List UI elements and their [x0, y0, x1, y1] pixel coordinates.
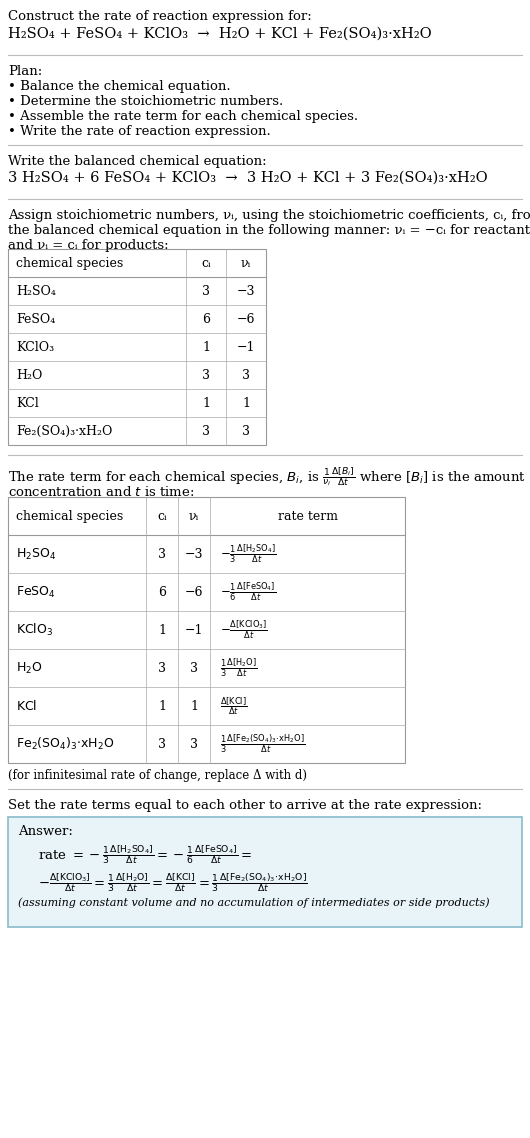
- Text: (assuming constant volume and no accumulation of intermediates or side products): (assuming constant volume and no accumul…: [18, 897, 490, 908]
- FancyBboxPatch shape: [8, 817, 522, 927]
- Text: chemical species: chemical species: [16, 256, 123, 270]
- Text: $\frac{1}{3}\frac{\Delta[\mathrm{H_2O}]}{\Delta t}$: $\frac{1}{3}\frac{\Delta[\mathrm{H_2O}]}…: [220, 657, 258, 679]
- Text: −6: −6: [237, 313, 255, 325]
- Text: $\mathrm{FeSO_4}$: $\mathrm{FeSO_4}$: [16, 585, 56, 600]
- Text: νᵢ: νᵢ: [241, 256, 251, 270]
- Text: H₂SO₄: H₂SO₄: [16, 284, 56, 297]
- Text: $\mathrm{H_2O}$: $\mathrm{H_2O}$: [16, 660, 42, 676]
- Text: • Assemble the rate term for each chemical species.: • Assemble the rate term for each chemic…: [8, 110, 358, 123]
- Text: 3: 3: [190, 661, 198, 675]
- Text: −3: −3: [185, 547, 203, 561]
- Text: $-\frac{\Delta[\mathrm{KClO_3}]}{\Delta t} = \frac{1}{3}\frac{\Delta[\mathrm{H_2: $-\frac{\Delta[\mathrm{KClO_3}]}{\Delta …: [38, 871, 308, 893]
- Text: 1: 1: [158, 700, 166, 712]
- Text: $-\frac{\Delta[\mathrm{KClO_3}]}{\Delta t}$: $-\frac{\Delta[\mathrm{KClO_3}]}{\Delta …: [220, 619, 268, 641]
- Text: νᵢ: νᵢ: [189, 510, 199, 522]
- Text: $\mathrm{KCl}$: $\mathrm{KCl}$: [16, 699, 37, 714]
- Text: $-\frac{1}{3}\frac{\Delta[\mathrm{H_2SO_4}]}{\Delta t}$: $-\frac{1}{3}\frac{\Delta[\mathrm{H_2SO_…: [220, 543, 277, 566]
- Text: 3: 3: [158, 737, 166, 750]
- Text: $\mathrm{Fe_2(SO_4)_3{\cdot}xH_2O}$: $\mathrm{Fe_2(SO_4)_3{\cdot}xH_2O}$: [16, 736, 114, 752]
- Text: concentration and $t$ is time:: concentration and $t$ is time:: [8, 485, 195, 498]
- Text: −6: −6: [185, 585, 203, 599]
- Text: $\mathrm{KClO_3}$: $\mathrm{KClO_3}$: [16, 622, 53, 638]
- Text: • Balance the chemical equation.: • Balance the chemical equation.: [8, 80, 231, 93]
- Text: 1: 1: [190, 700, 198, 712]
- Text: Plan:: Plan:: [8, 65, 42, 79]
- Text: 3: 3: [158, 661, 166, 675]
- Text: H₂O: H₂O: [16, 369, 42, 381]
- Text: the balanced chemical equation in the following manner: νᵢ = −cᵢ for reactants: the balanced chemical equation in the fo…: [8, 224, 530, 237]
- Text: Answer:: Answer:: [18, 825, 73, 838]
- Text: cᵢ: cᵢ: [157, 510, 167, 522]
- Text: Construct the rate of reaction expression for:: Construct the rate of reaction expressio…: [8, 10, 312, 23]
- Text: Fe₂(SO₄)₃·xH₂O: Fe₂(SO₄)₃·xH₂O: [16, 424, 112, 437]
- Text: Write the balanced chemical equation:: Write the balanced chemical equation:: [8, 155, 267, 168]
- Text: 6: 6: [202, 313, 210, 325]
- Bar: [8, 497, 405, 762]
- Text: chemical species: chemical species: [16, 510, 123, 522]
- Text: FeSO₄: FeSO₄: [16, 313, 55, 325]
- Text: −3: −3: [237, 284, 255, 297]
- Text: and νᵢ = cᵢ for products:: and νᵢ = cᵢ for products:: [8, 239, 169, 251]
- Text: −1: −1: [185, 624, 203, 636]
- Text: 3 H₂SO₄ + 6 FeSO₄ + KClO₃  →  3 H₂O + KCl + 3 Fe₂(SO₄)₃·xH₂O: 3 H₂SO₄ + 6 FeSO₄ + KClO₃ → 3 H₂O + KCl …: [8, 171, 488, 185]
- Text: • Write the rate of reaction expression.: • Write the rate of reaction expression.: [8, 125, 271, 138]
- Text: 3: 3: [202, 424, 210, 437]
- Text: $-\frac{1}{6}\frac{\Delta[\mathrm{FeSO_4}]}{\Delta t}$: $-\frac{1}{6}\frac{\Delta[\mathrm{FeSO_4…: [220, 580, 276, 603]
- Text: Set the rate terms equal to each other to arrive at the rate expression:: Set the rate terms equal to each other t…: [8, 799, 482, 813]
- Text: 3: 3: [242, 369, 250, 381]
- Bar: [8, 249, 266, 445]
- Text: 1: 1: [202, 396, 210, 410]
- Text: 6: 6: [158, 585, 166, 599]
- Text: 1: 1: [158, 624, 166, 636]
- Text: cᵢ: cᵢ: [201, 256, 211, 270]
- Text: rate term: rate term: [278, 510, 338, 522]
- Text: • Determine the stoichiometric numbers.: • Determine the stoichiometric numbers.: [8, 94, 283, 108]
- Text: H₂SO₄ + FeSO₄ + KClO₃  →  H₂O + KCl + Fe₂(SO₄)₃·xH₂O: H₂SO₄ + FeSO₄ + KClO₃ → H₂O + KCl + Fe₂(…: [8, 27, 432, 41]
- Text: KCl: KCl: [16, 396, 39, 410]
- Text: Assign stoichiometric numbers, νᵢ, using the stoichiometric coefficients, cᵢ, fr: Assign stoichiometric numbers, νᵢ, using…: [8, 209, 530, 222]
- Text: 3: 3: [202, 369, 210, 381]
- Text: (for infinitesimal rate of change, replace Δ with d): (for infinitesimal rate of change, repla…: [8, 769, 307, 782]
- Text: 1: 1: [242, 396, 250, 410]
- Text: −1: −1: [237, 340, 255, 354]
- Text: The rate term for each chemical species, $B_i$, is $\frac{1}{\nu_i}\frac{\Delta[: The rate term for each chemical species,…: [8, 465, 526, 488]
- Text: $\frac{1}{3}\frac{\Delta[\mathrm{Fe_2(SO_4)_3\!\cdot\!xH_2O}]}{\Delta t}$: $\frac{1}{3}\frac{\Delta[\mathrm{Fe_2(SO…: [220, 733, 305, 756]
- Text: KClO₃: KClO₃: [16, 340, 54, 354]
- Text: 3: 3: [190, 737, 198, 750]
- Text: 3: 3: [158, 547, 166, 561]
- Text: $\frac{\Delta[\mathrm{KCl}]}{\Delta t}$: $\frac{\Delta[\mathrm{KCl}]}{\Delta t}$: [220, 695, 248, 717]
- Text: $\mathrm{H_2SO_4}$: $\mathrm{H_2SO_4}$: [16, 546, 56, 561]
- Text: 3: 3: [202, 284, 210, 297]
- Text: 1: 1: [202, 340, 210, 354]
- Text: 3: 3: [242, 424, 250, 437]
- Text: rate $= -\frac{1}{3}\frac{\Delta[\mathrm{H_2SO_4}]}{\Delta t} = -\frac{1}{6}\fra: rate $= -\frac{1}{3}\frac{\Delta[\mathrm…: [38, 843, 252, 866]
